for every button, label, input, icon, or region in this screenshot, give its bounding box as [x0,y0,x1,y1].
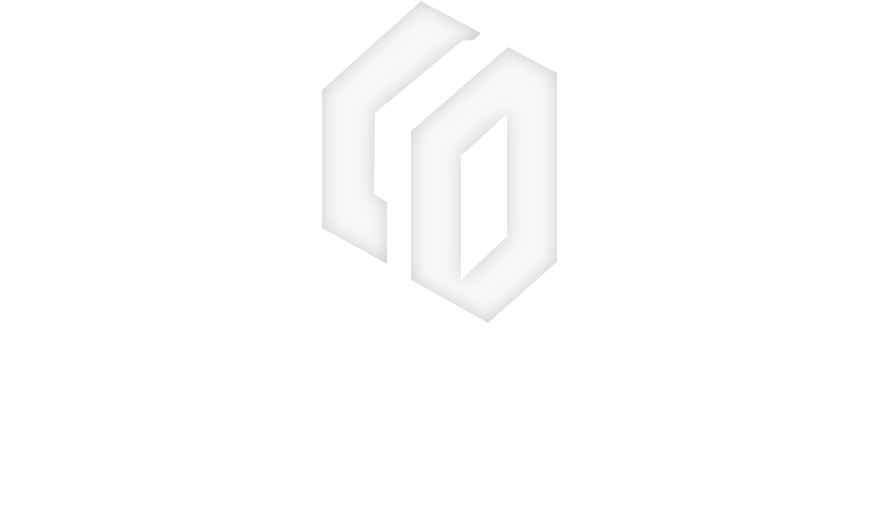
logo-c-shape [322,1,481,264]
logo-o-shape [411,47,557,323]
